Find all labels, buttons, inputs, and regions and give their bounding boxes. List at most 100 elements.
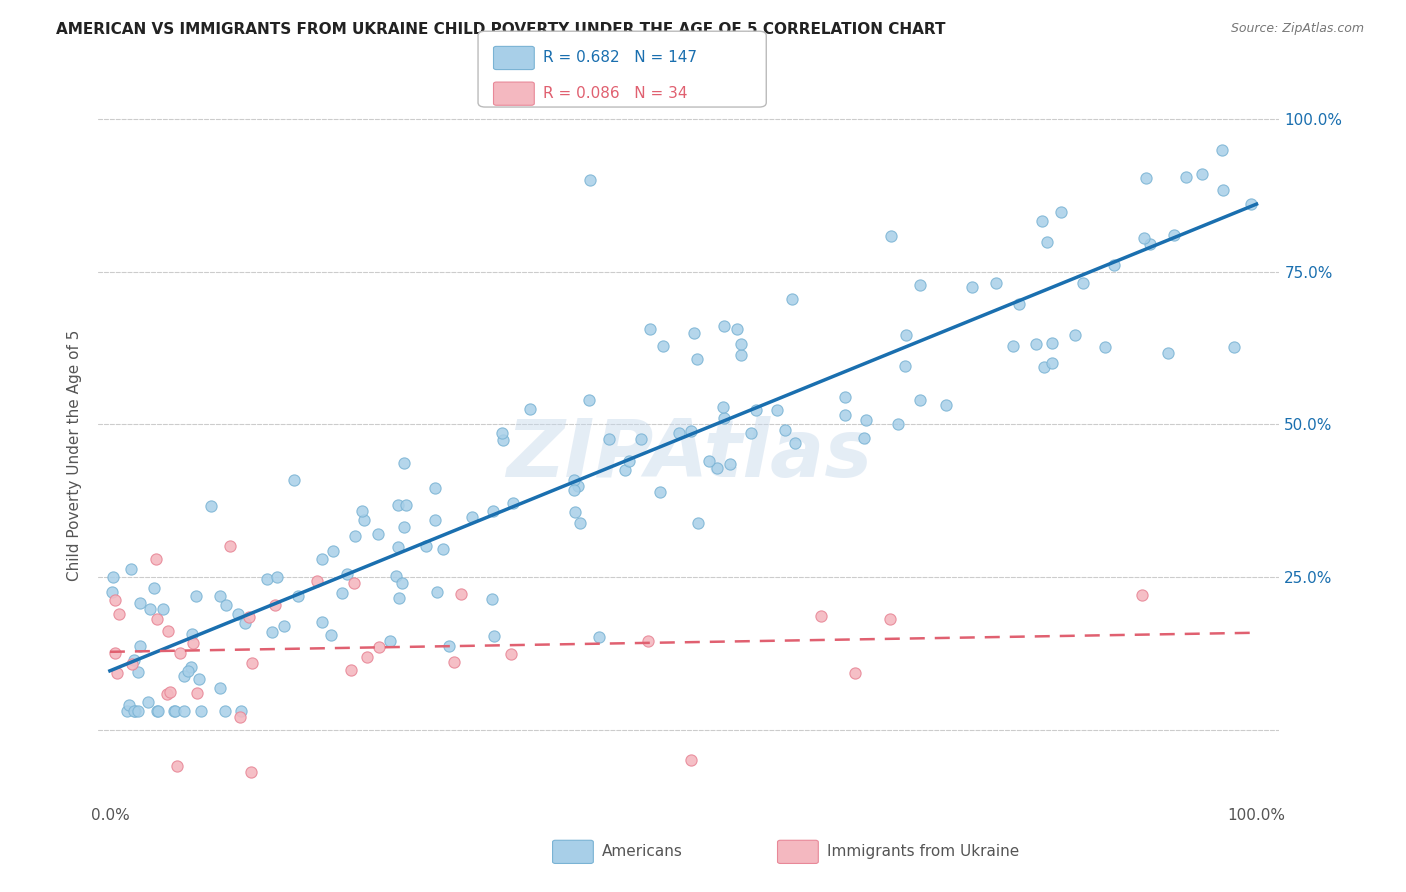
Point [1063,328,1085,343]
Point [384,569,406,583]
Point [163,704,186,718]
Point [367,527,389,541]
Point [1036,235,1059,249]
Point [415,540,437,554]
Point [287,589,309,603]
Point [834,391,856,405]
Point [311,551,333,566]
Point [177,665,200,679]
Text: Immigrants from Ukraine: Immigrants from Ukraine [827,845,1019,859]
Point [273,619,295,633]
Point [1040,336,1063,351]
Point [127,665,149,679]
Point [638,322,661,336]
Point [1175,170,1198,185]
Point [105,665,128,680]
Point [121,657,143,672]
Point [215,598,238,612]
Point [129,596,152,610]
Point [650,485,672,500]
Point [143,582,166,596]
Point [785,436,807,450]
Point [588,630,610,644]
Point [725,321,748,335]
Point [501,647,523,661]
Point [482,504,505,518]
Point [128,640,150,654]
Point [146,704,169,718]
Point [773,423,796,437]
Point [630,432,652,446]
Point [146,612,169,626]
Point [336,567,359,582]
Point [311,615,333,630]
Point [425,513,447,527]
Point [343,576,366,591]
Point [1025,336,1047,351]
Point [136,695,159,709]
Point [564,505,586,519]
Point [443,655,465,669]
Point [1212,183,1234,197]
Point [101,585,124,599]
Point [173,704,195,718]
Point [908,278,931,293]
Point [208,681,231,696]
Point [122,653,145,667]
Point [879,612,901,626]
Point [169,646,191,660]
Point [481,591,503,606]
Point [613,462,636,476]
Point [502,496,524,510]
Point [519,401,541,416]
Text: ZIPAtlas: ZIPAtlas [506,416,872,494]
Point [394,456,416,470]
Point [718,457,741,471]
Point [810,609,832,624]
Point [730,336,752,351]
Point [853,431,876,445]
Point [392,520,415,534]
Point [229,704,252,718]
Point [127,704,149,718]
Point [1002,339,1025,353]
Point [218,540,240,554]
Point [426,585,449,599]
Point [378,633,401,648]
Point [180,660,202,674]
Point [1191,167,1213,181]
Point [688,516,710,530]
Point [233,616,256,631]
Point [157,624,180,638]
Point [146,704,169,718]
Point [200,499,222,513]
Point [260,624,283,639]
Point [1031,214,1053,228]
Point [387,591,409,605]
Point [706,461,728,475]
Point [697,454,720,468]
Point [744,402,766,417]
Point [960,279,983,293]
Point [240,765,263,780]
Point [1032,360,1054,375]
Point [491,426,513,441]
Point [1102,258,1125,272]
Point [879,229,901,244]
Point [264,599,287,613]
Point [652,338,675,352]
Point [187,672,209,686]
Point [122,704,145,718]
Point [425,482,447,496]
Point [173,669,195,683]
Point [1071,277,1094,291]
Point [984,276,1007,290]
Point [569,516,592,530]
Point [562,474,585,488]
Point [893,359,915,374]
Point [184,589,207,603]
Point [682,326,704,341]
Point [668,425,690,440]
Point [229,710,252,724]
Point [765,402,787,417]
